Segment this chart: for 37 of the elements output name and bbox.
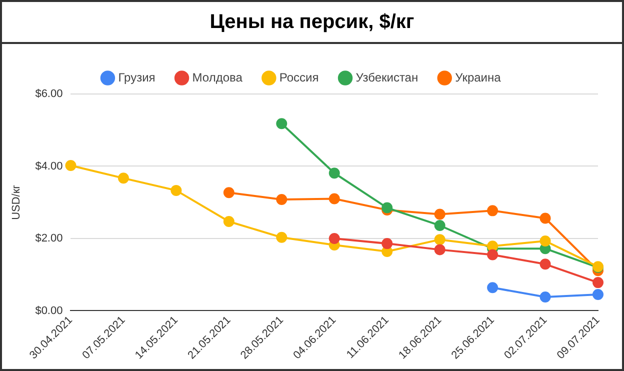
point: [328, 168, 340, 179]
y-tick-label: $0.00: [35, 304, 63, 317]
legend-label: Узбекистан: [356, 70, 418, 84]
point: [540, 236, 551, 247]
chart-title: Цены на персик, $/кг: [2, 2, 622, 44]
point: [487, 249, 498, 260]
y-axis-title: USD/кг: [10, 184, 23, 220]
point: [434, 208, 446, 220]
legend-label: Украина: [455, 70, 502, 84]
point: [487, 205, 498, 216]
point: [276, 118, 288, 130]
point: [65, 160, 76, 172]
point: [328, 193, 340, 204]
point: [540, 212, 551, 224]
point: [118, 172, 129, 184]
y-tick-label: $4.00: [35, 160, 63, 172]
point: [434, 234, 446, 246]
legend-label: Молдова: [192, 70, 243, 84]
point: [223, 216, 234, 228]
point: [276, 232, 288, 243]
point: [434, 220, 446, 231]
point: [592, 277, 604, 288]
point: [223, 187, 234, 198]
point: [540, 258, 551, 270]
point: [276, 194, 288, 205]
point: [434, 244, 446, 256]
point: [487, 240, 498, 252]
point: [328, 232, 340, 244]
point: [540, 292, 551, 303]
legend-label: Грузия: [118, 70, 156, 84]
y-tick-label: $6.00: [35, 88, 63, 100]
point: [487, 282, 498, 294]
y-tick-label: $2.00: [35, 232, 63, 245]
point: [170, 184, 182, 196]
point: [592, 288, 604, 300]
point: [382, 238, 393, 250]
legend-label: Россия: [279, 70, 319, 84]
